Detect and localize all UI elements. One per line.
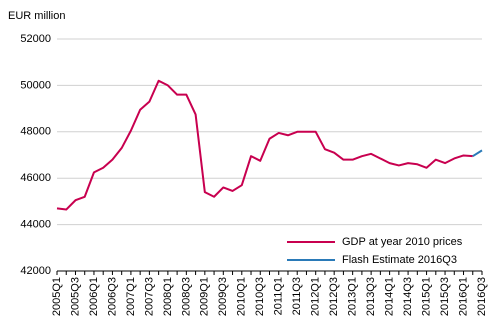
x-tick-label: 2010Q1 (236, 277, 248, 316)
x-tick-label: 2006Q1 (88, 277, 100, 316)
x-tick-label: 2009Q1 (199, 277, 211, 316)
legend-label: Flash Estimate 2016Q3 (342, 254, 457, 266)
x-tick-label: 2013Q3 (365, 277, 377, 316)
x-tick-label: 2013Q1 (347, 277, 359, 316)
x-tick-label: 2016Q3 (476, 277, 488, 316)
x-tick-label: 2007Q1 (125, 277, 137, 316)
x-tick-label: 2015Q3 (439, 277, 451, 316)
x-tick-label: 2014Q1 (384, 277, 396, 316)
x-tick-label: 2011Q1 (273, 277, 285, 315)
y-tick-label: 50000 (20, 79, 51, 91)
x-tick-label: 2008Q1 (162, 277, 174, 316)
x-tick-label: 2011Q3 (291, 277, 303, 315)
x-tick-label: 2009Q3 (217, 277, 229, 316)
y-tick-label: 48000 (20, 126, 51, 138)
y-tick-label: 52000 (20, 33, 51, 45)
legend-label: GDP at year 2010 prices (342, 236, 463, 248)
x-tick-label: 2006Q3 (106, 277, 118, 316)
x-tick-label: 2007Q3 (143, 277, 155, 316)
x-tick-label: 2012Q3 (328, 277, 340, 316)
y-tick-label: 46000 (20, 172, 51, 184)
x-tick-label: 2012Q1 (310, 277, 322, 316)
x-tick-label: 2014Q3 (402, 277, 414, 316)
x-tick-label: 2010Q3 (254, 277, 266, 316)
line-series (472, 149, 483, 158)
y-tick-label: 42000 (20, 265, 51, 277)
x-tick-label: 2005Q1 (51, 277, 63, 316)
line-series (56, 79, 473, 211)
x-tick-label: 2015Q1 (420, 277, 432, 316)
y-tick-label: 44000 (20, 219, 51, 231)
y-axis-label: EUR million (8, 10, 65, 22)
x-tick-label: 2016Q1 (457, 277, 469, 316)
x-tick-label: 2005Q3 (69, 277, 81, 316)
x-tick-label: 2008Q3 (180, 277, 192, 316)
